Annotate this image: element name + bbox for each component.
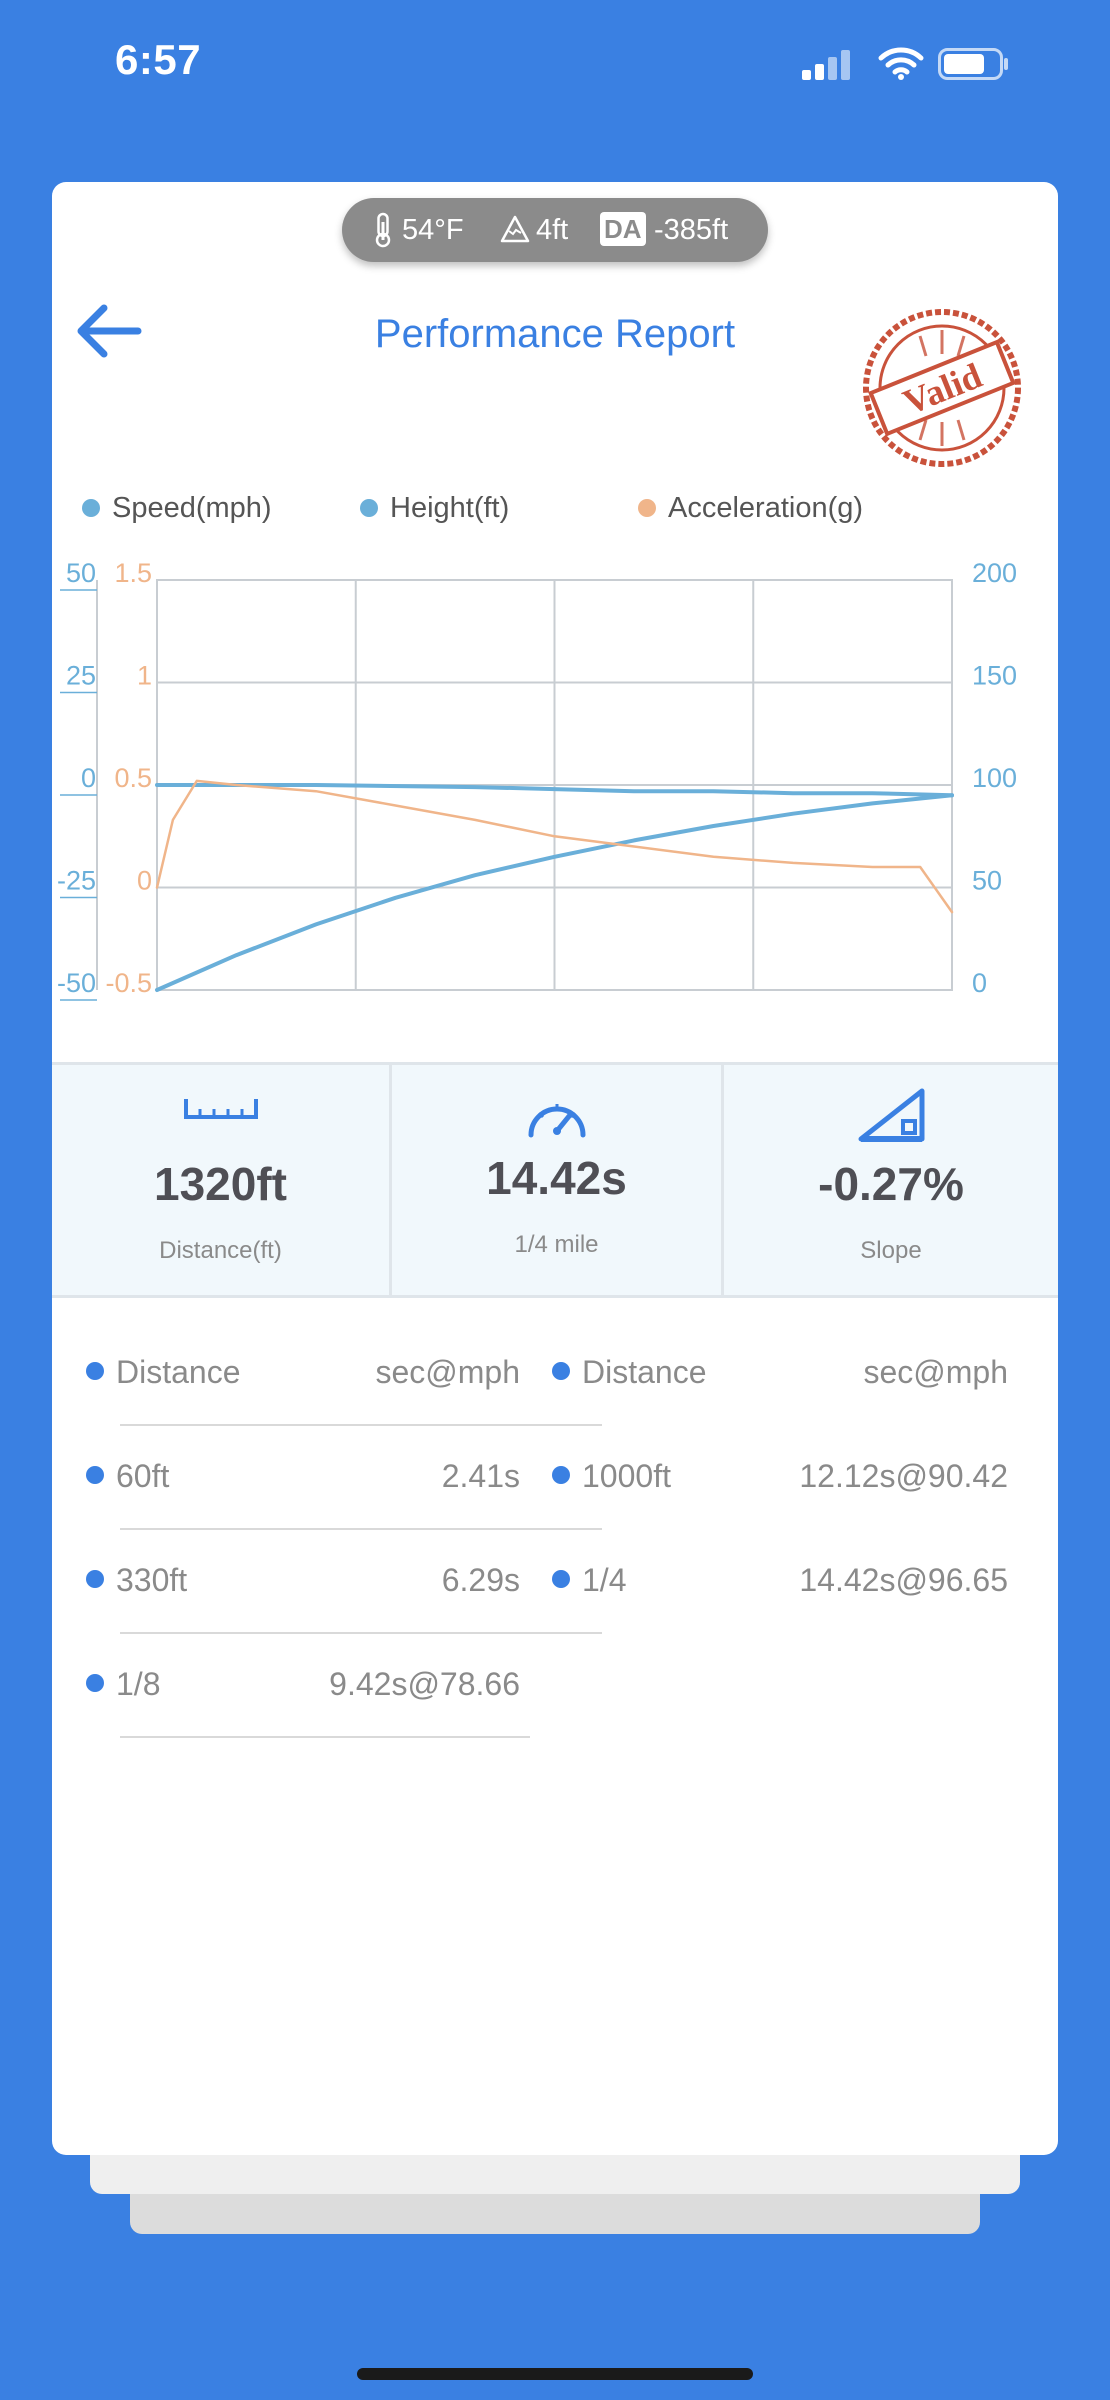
stat-slope-value: -0.27% bbox=[818, 1158, 964, 1210]
split-row: 1/4 14.42s@96.65 bbox=[518, 1530, 1008, 1634]
split-bullet bbox=[86, 1466, 104, 1484]
left-inner-tick-label: 0.5 bbox=[114, 763, 152, 793]
page-title: Performance Report bbox=[374, 312, 736, 356]
split-row: 60ft 2.41s bbox=[52, 1426, 602, 1530]
legend-height[interactable]: Height(ft) bbox=[360, 488, 620, 528]
status-time: 6:57 bbox=[115, 36, 202, 83]
thermometer-icon bbox=[375, 212, 391, 248]
split-bullet bbox=[552, 1362, 570, 1380]
split-header: Distance sec@mph bbox=[52, 1322, 602, 1426]
left-outer-tick-label: 0 bbox=[81, 763, 96, 793]
speedometer-icon bbox=[528, 1104, 585, 1138]
split-bullet bbox=[86, 1570, 104, 1588]
left-inner-tick-label: 1 bbox=[137, 661, 152, 691]
right-tick-label: 200 bbox=[972, 558, 1017, 588]
legend-speed-label: Speed(mph) bbox=[112, 492, 272, 524]
right-tick-label: 150 bbox=[972, 661, 1017, 691]
stat-distance-label: Distance(ft) bbox=[159, 1237, 282, 1264]
legend-speed[interactable]: Speed(mph) bbox=[82, 488, 342, 528]
split-name: 1/4 bbox=[582, 1562, 627, 1598]
split-column-right: Distance sec@mph 1000ft 12.12s@90.42 1/4… bbox=[518, 1322, 1008, 1634]
series-acceleration-g-line bbox=[155, 779, 954, 914]
left-inner-tick-label: 0 bbox=[137, 866, 152, 896]
split-name: 330ft bbox=[116, 1562, 188, 1598]
left-outer-tick-label: -50 bbox=[57, 968, 96, 998]
split-divider bbox=[120, 1528, 602, 1530]
split-value: sec@mph bbox=[375, 1354, 520, 1390]
legend-acceleration-dot bbox=[638, 499, 656, 517]
split-bullet bbox=[86, 1674, 104, 1692]
split-name: 60ft bbox=[116, 1458, 170, 1494]
split-value: 9.42s@78.66 bbox=[329, 1666, 520, 1702]
density-altitude-value: -385ft bbox=[654, 214, 729, 246]
legend-height-dot bbox=[360, 499, 378, 517]
status-bar: 6:57 bbox=[0, 0, 1110, 130]
stat-quarter-mile-value: 14.42s bbox=[486, 1152, 627, 1204]
right-tick-label: 50 bbox=[972, 866, 1002, 896]
chart-legend: Speed(mph) Height(ft) Acceleration(g) bbox=[52, 488, 1058, 528]
split-bullet bbox=[552, 1466, 570, 1484]
split-divider bbox=[120, 1632, 602, 1634]
stat-distance: 1320ft Distance(ft) bbox=[52, 1065, 392, 1295]
split-header: Distance sec@mph bbox=[518, 1322, 1008, 1426]
split-value: sec@mph bbox=[863, 1354, 1008, 1390]
series-speed-mph-line bbox=[155, 793, 954, 992]
split-row: 1/8 9.42s@78.66 bbox=[52, 1634, 530, 1738]
stat-quarter-mile: 14.42s 1/4 mile bbox=[392, 1065, 724, 1295]
stat-slope-label: Slope bbox=[860, 1237, 922, 1264]
split-row: 330ft 6.29s bbox=[52, 1530, 602, 1634]
left-inner-tick-label: 1.5 bbox=[114, 558, 152, 588]
split-value: 2.41s bbox=[441, 1458, 520, 1494]
stat-slope: -0.27% Slope bbox=[724, 1065, 1058, 1295]
left-inner-tick-label: -0.5 bbox=[105, 968, 152, 998]
stat-quarter-mile-label: 1/4 mile bbox=[514, 1231, 599, 1258]
status-icons bbox=[802, 44, 1042, 84]
legend-acceleration-label: Acceleration(g) bbox=[668, 492, 864, 524]
split-value: 12.12s@90.42 bbox=[799, 1458, 1008, 1494]
split-divider bbox=[120, 1736, 530, 1738]
home-indicator[interactable] bbox=[357, 2368, 753, 2380]
conditions-pill: 54°F 4ft DA -385ft bbox=[342, 198, 768, 262]
wifi-icon bbox=[878, 47, 924, 80]
split-name: Distance bbox=[116, 1354, 241, 1390]
stat-distance-value: 1320ft bbox=[154, 1158, 287, 1210]
battery-icon bbox=[938, 48, 1008, 80]
da-badge: DA bbox=[600, 212, 646, 246]
ruler-icon bbox=[183, 1099, 258, 1119]
left-outer-tick-label: -25 bbox=[57, 866, 96, 896]
left-outer-tick-label: 25 bbox=[66, 661, 96, 691]
series-height-ft-line bbox=[155, 783, 954, 798]
split-name: 1/8 bbox=[116, 1666, 161, 1702]
temperature-item: 54°F bbox=[372, 198, 492, 262]
legend-acceleration[interactable]: Acceleration(g) bbox=[638, 488, 938, 528]
split-divider bbox=[120, 1424, 602, 1426]
split-bullet bbox=[552, 1570, 570, 1588]
mountain-icon bbox=[500, 215, 530, 243]
split-value: 6.29s bbox=[441, 1562, 520, 1598]
performance-chart: 50 25 0 -25 -50 1.5 1 0.5 0 -0.5 200 150 100 50 0 bbox=[57, 558, 1017, 1001]
right-tick-label: 100 bbox=[972, 763, 1017, 793]
right-tick-label: 0 bbox=[972, 968, 987, 998]
elevation-item: 4ft bbox=[500, 198, 590, 262]
cellular-signal-icon bbox=[802, 50, 850, 80]
back-arrow-icon[interactable] bbox=[74, 300, 146, 362]
temperature-value: 54°F bbox=[402, 214, 464, 246]
split-row: 1000ft 12.12s@90.42 bbox=[518, 1426, 1008, 1530]
report-card: 54°F 4ft DA -385ft Performance Report Va… bbox=[52, 182, 1058, 2155]
density-altitude-item: DA -385ft bbox=[600, 198, 760, 262]
left-outer-tick-label: 50 bbox=[66, 558, 96, 588]
elevation-value: 4ft bbox=[536, 214, 569, 246]
split-name: 1000ft bbox=[582, 1458, 671, 1494]
split-value: 14.42s@96.65 bbox=[799, 1562, 1008, 1598]
split-name: Distance bbox=[582, 1354, 707, 1390]
stats-strip: 1320ft Distance(ft) 14.42s 1/4 mile -0.2… bbox=[52, 1062, 1058, 1298]
slope-icon bbox=[858, 1088, 925, 1142]
valid-stamp-icon: Valid bbox=[863, 309, 1021, 467]
legend-height-label: Height(ft) bbox=[390, 492, 510, 524]
split-column-left: Distance sec@mph 60ft 2.41s 330ft 6.29s … bbox=[52, 1322, 602, 1738]
split-bullet bbox=[86, 1362, 104, 1380]
legend-speed-dot bbox=[82, 499, 100, 517]
